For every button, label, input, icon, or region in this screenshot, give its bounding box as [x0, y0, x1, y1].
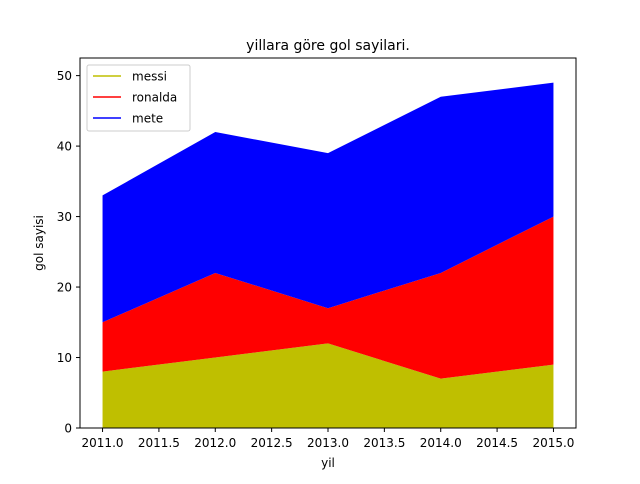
- x-tick-label: 2015.0: [532, 436, 574, 450]
- x-axis-ticks: 2011.0 2011.5 2012.0 2012.5 2013.0 2013.5 2014…: [82, 428, 574, 450]
- x-tick-label: 2011.5: [138, 436, 180, 450]
- legend-label-messi: messi: [132, 70, 167, 84]
- area-layers: [102, 82, 554, 428]
- x-tick-label: 2014.5: [476, 436, 518, 450]
- x-tick-label: 2013.0: [307, 436, 349, 450]
- area-ronalda: [102, 216, 554, 379]
- legend-frame: [86, 64, 191, 132]
- y-tick-label: 50: [57, 69, 72, 83]
- y-tick-label: 30: [57, 210, 72, 224]
- area-mete: [102, 82, 554, 323]
- legend-label-ronalda: ronalda: [132, 91, 177, 105]
- x-tick-label: 2011.0: [82, 436, 124, 450]
- x-axis-label: yil: [321, 456, 335, 470]
- y-tick-label: 20: [57, 281, 72, 295]
- y-axis-label: gol sayisi: [32, 215, 46, 271]
- x-tick-label: 2014.0: [420, 436, 462, 450]
- legend: messi ronalda mete: [86, 64, 191, 132]
- y-tick-label: 10: [57, 351, 72, 365]
- chart-title: yillara göre gol sayilari.: [246, 38, 410, 54]
- y-tick-label: 40: [57, 140, 72, 154]
- y-axis-ticks: 0 10 20 30 40 50: [57, 69, 80, 436]
- x-tick-label: 2013.5: [363, 436, 405, 450]
- x-tick-label: 2012.5: [251, 436, 293, 450]
- area-messi: [102, 343, 554, 428]
- y-tick-label: 0: [64, 422, 72, 436]
- x-tick-label: 2012.0: [194, 436, 236, 450]
- legend-label-mete: mete: [132, 112, 163, 126]
